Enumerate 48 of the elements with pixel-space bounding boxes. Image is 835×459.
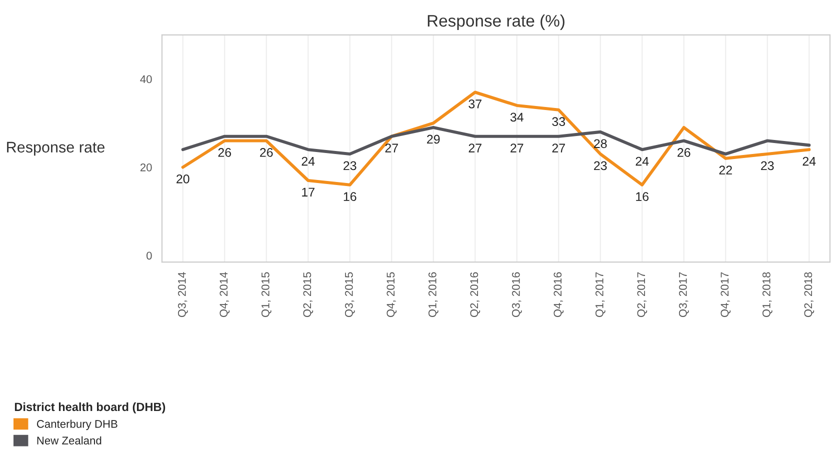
y-tick-label: 0 [146, 252, 152, 260]
data-label: 27 [552, 144, 565, 152]
data-label: 34 [510, 112, 524, 122]
data-label: 37 [468, 100, 482, 108]
data-label: 16 [344, 192, 356, 202]
x-tick-label: Q1, 2018 [762, 272, 772, 317]
chart-title: Response rate (%) [428, 14, 564, 30]
x-tick-label: Q2, 2015 [303, 272, 314, 317]
y-tick-label: 40 [140, 75, 152, 84]
data-label: 26 [678, 148, 690, 157]
data-label: 16 [636, 192, 649, 202]
data-label: 27 [385, 144, 398, 152]
data-label: 27 [468, 144, 482, 152]
x-tick-label: Q2, 2017 [637, 272, 648, 317]
x-tick-label: Q1, 2016 [428, 272, 438, 317]
x-tick-label: Q3, 2017 [678, 272, 689, 317]
data-label: 20 [176, 174, 190, 184]
data-label: 33 [552, 117, 566, 126]
data-label: 17 [302, 188, 314, 196]
x-tick-label: Q1, 2017 [595, 272, 606, 317]
x-tick-label: Q3, 2014 [178, 272, 188, 317]
data-label: 24 [802, 156, 816, 166]
x-tick-label: Q2, 2018 [804, 272, 814, 317]
legend-label: Canterbury DHB [36, 420, 118, 430]
data-label: 23 [761, 161, 774, 170]
data-label: 26 [260, 148, 273, 157]
legend-title: District health board (DHB) [14, 402, 166, 414]
y-axis-title: Response rate [7, 142, 105, 156]
x-tick-label: Q3, 2016 [512, 272, 522, 317]
legend-label: New Zealand [37, 436, 102, 445]
x-tick-label: Q4, 2015 [386, 272, 397, 317]
x-tick-label: Q4, 2016 [554, 272, 564, 317]
data-label: 23 [344, 161, 356, 170]
data-label: 26 [218, 148, 232, 157]
data-label: 29 [427, 134, 440, 144]
data-label: 27 [510, 144, 524, 152]
x-tick-label: Q3, 2015 [344, 272, 355, 317]
y-tick-label: 20 [140, 164, 152, 172]
line-series [181, 126, 811, 156]
data-label: 24 [302, 156, 315, 166]
data-label: 24 [636, 156, 649, 166]
x-tick-label: Q1, 2015 [261, 272, 272, 317]
data-label: 23 [594, 161, 607, 170]
x-tick-label: Q2, 2016 [470, 272, 480, 317]
data-label: 22 [719, 166, 732, 174]
data-label: 28 [594, 139, 607, 148]
x-tick-label: Q4, 2014 [220, 272, 230, 317]
x-tick-label: Q4, 2017 [720, 272, 731, 317]
